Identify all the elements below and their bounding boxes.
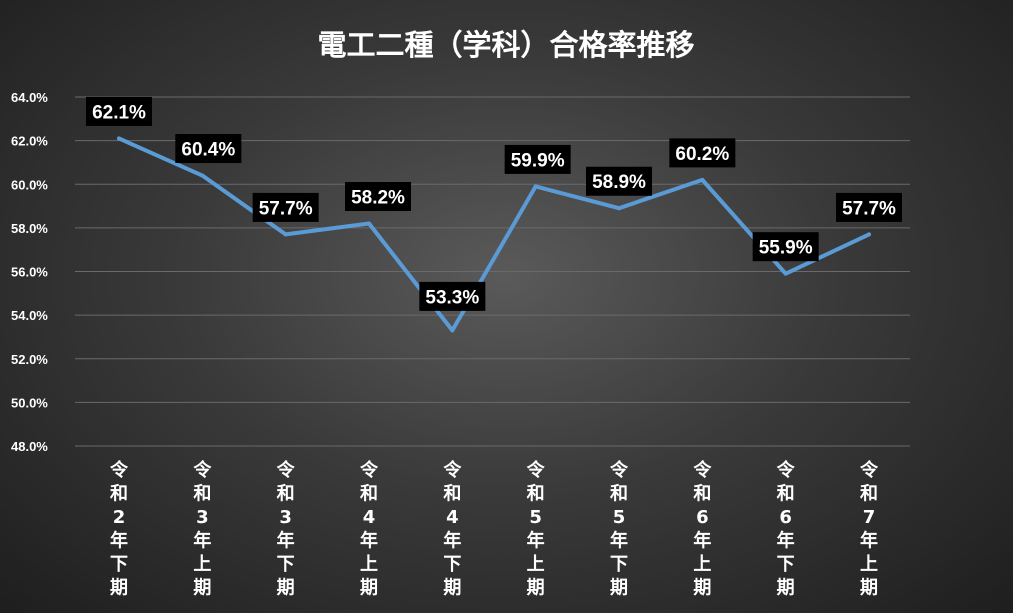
x-tick-label: 令和 2 年下期 (109, 459, 129, 599)
data-label-text: 57.7% (842, 198, 896, 219)
y-tick-label: 48.0% (11, 439, 48, 454)
data-label: 58.2% (345, 182, 411, 212)
data-label-box (752, 232, 819, 262)
data-label-text: 60.2% (675, 144, 729, 165)
data-label-text: 55.9% (759, 238, 813, 259)
data-label: 53.3% (419, 281, 486, 311)
data-label-box (836, 192, 902, 222)
data-point (700, 177, 705, 182)
data-point (200, 173, 205, 178)
chart-title: 電工二種（学科）合格率推移 (317, 28, 694, 62)
x-axis-tick-labels: 令和 2 年下期 令和 3 年上期 令和 3 年下期 令和 4 年上期 令和 4 年下期 令和 5 年上期 令和 5 年… (109, 459, 879, 599)
data-point (117, 136, 121, 141)
y-axis-tick-labels: 48.0% 50.0% 52.0% 54.0% 56.0% 58.0% 60.0% 62.0%… (11, 90, 48, 454)
data-label-text: 60.4% (181, 140, 235, 161)
y-tick-label: 64.0% (11, 90, 48, 105)
data-label-text: 57.7% (259, 198, 313, 219)
data-label-text: 53.3% (425, 287, 479, 308)
x-tick-label: 令和 4 年下期 (442, 459, 462, 599)
x-tick-label: 令和 7 年上期 (859, 459, 879, 599)
data-label-text: 59.9% (511, 150, 565, 171)
series-line-group (117, 136, 871, 333)
y-tick-label: 62.0% (11, 134, 48, 149)
data-label-box (504, 144, 571, 174)
x-tick-label: 令和 6 年下期 (776, 459, 796, 599)
data-label-box (252, 192, 319, 222)
data-label: 57.7% (252, 192, 319, 222)
data-label-box (175, 134, 242, 164)
y-tick-label: 60.0% (11, 177, 48, 192)
x-tick-label: 令和 3 年上期 (192, 459, 212, 599)
x-tick-label: 令和 6 年上期 (692, 459, 712, 599)
data-label: 59.9% (504, 144, 571, 174)
data-label: 62.1% (86, 96, 152, 126)
x-tick-label: 令和 5 年上期 (526, 459, 546, 599)
y-tick-label: 52.0% (11, 352, 48, 367)
data-point (783, 271, 788, 276)
data-point (867, 232, 871, 237)
x-tick-label: 令和 5 年下期 (609, 459, 629, 599)
series-line (117, 136, 871, 333)
data-point (450, 328, 455, 333)
data-label: 58.9% (586, 166, 652, 196)
x-tick-label: 令和 3 年下期 (276, 459, 296, 599)
data-label-text: 62.1% (92, 102, 146, 123)
data-labels: 62.1% 60.4% 57.7% 58.2% 53.3% 59.9% 58.9% 60.2%… (86, 96, 902, 311)
y-tick-label: 50.0% (11, 395, 48, 410)
data-label: 60.2% (669, 138, 736, 168)
data-label-box (419, 281, 486, 311)
data-label-text: 58.9% (592, 172, 646, 193)
data-point (617, 206, 621, 211)
data-point (283, 232, 288, 237)
y-tick-label: 54.0% (11, 308, 48, 323)
data-point (533, 184, 538, 189)
data-label-box (586, 166, 652, 196)
data-label-box (345, 182, 411, 212)
data-label-text: 58.2% (351, 188, 405, 209)
data-label-box (669, 138, 736, 168)
x-tick-label: 令和 4 年上期 (359, 459, 379, 599)
y-tick-label: 58.0% (11, 221, 48, 236)
data-label-box (86, 96, 152, 126)
y-tick-label: 56.0% (11, 265, 48, 280)
data-label: 57.7% (836, 192, 902, 222)
data-point (367, 221, 371, 226)
data-label: 60.4% (175, 134, 242, 164)
data-label: 55.9% (752, 232, 819, 262)
